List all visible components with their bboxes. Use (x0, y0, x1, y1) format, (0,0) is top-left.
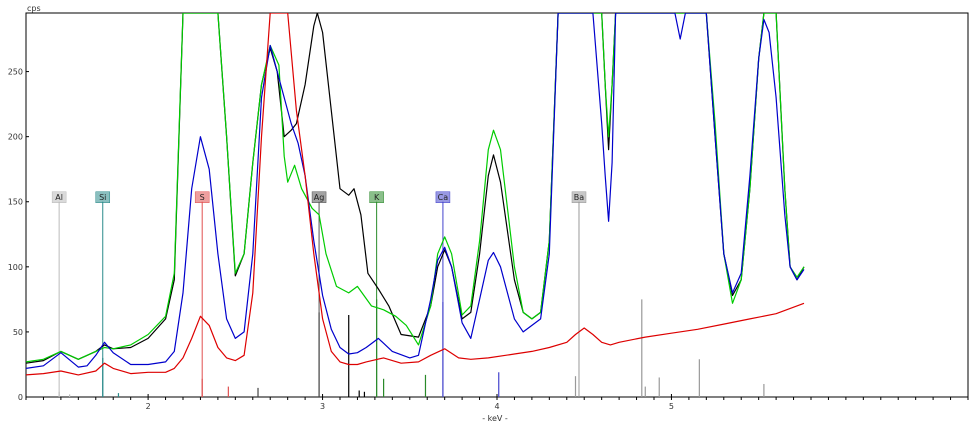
element-marker-box (311, 191, 327, 203)
element-marker-label: Ca (438, 193, 449, 202)
element-marker-box (571, 191, 587, 203)
series-line (26, 13, 805, 369)
x-tick-label: 5 (669, 402, 674, 411)
element-marker-label: Ag (314, 193, 325, 202)
y-tick-label: 250 (8, 68, 23, 77)
element-marker-label: Ba (574, 193, 584, 202)
y-tick-label: 200 (8, 133, 23, 142)
element-marker-label: Al (55, 193, 63, 202)
series-line (26, 13, 805, 376)
y-axis-label: cps (27, 4, 41, 13)
x-tick-label: 3 (320, 402, 325, 411)
element-marker-box (435, 191, 451, 203)
x-tick-label: 2 (146, 402, 151, 411)
y-tick-label: 0 (18, 393, 23, 402)
y-tick-label: 50 (13, 328, 23, 337)
element-marker-label: Si (99, 193, 106, 202)
x-axis-label: - keV - (482, 414, 508, 423)
x-tick-label: 4 (494, 402, 499, 411)
y-tick-label: 100 (8, 263, 23, 272)
element-marker-box (369, 191, 384, 203)
y-tick-label: 150 (8, 198, 23, 207)
element-marker-box (95, 191, 111, 203)
element-marker-box (51, 191, 67, 203)
element-marker-label: S (200, 193, 205, 202)
plot-area (25, 12, 969, 398)
element-marker-label: K (374, 193, 380, 202)
element-marker-box (194, 191, 210, 203)
